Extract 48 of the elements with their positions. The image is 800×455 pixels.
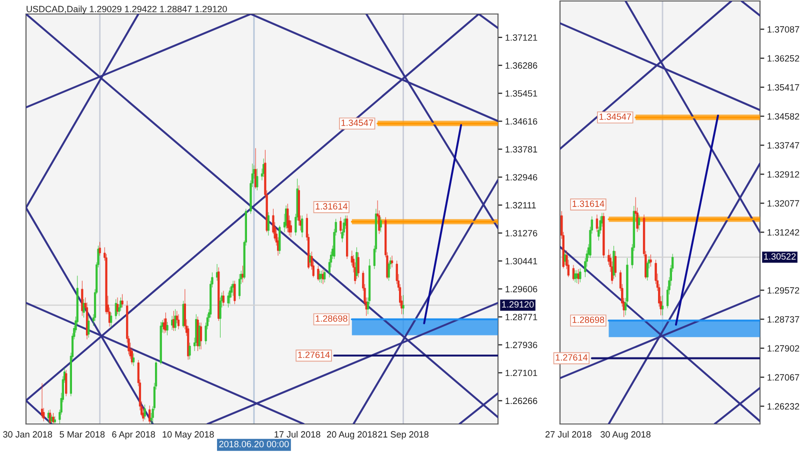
y-tick-label: 1.27101 <box>506 370 538 376</box>
data-label: 1.31614 <box>316 203 348 210</box>
y-tick-label: 1.36252 <box>768 55 800 62</box>
x-tick-label: 30 Jan 2018 <box>3 431 52 438</box>
y-tick-label: 1.26266 <box>506 398 538 404</box>
y-tick-label: 1.37121 <box>506 34 538 41</box>
y-tick-label: 1.27936 <box>506 342 538 348</box>
ref-line-label: 1.30522 <box>764 253 796 260</box>
y-tick-label: 1.35417 <box>768 84 800 91</box>
x-tick-label: 20 Aug 2018 <box>327 431 377 440</box>
x-tick-label: 21 Sep 2018 <box>378 431 428 440</box>
data-label: 1.31614 <box>572 200 604 207</box>
y-tick-label: 1.36286 <box>506 62 538 69</box>
ref-line-label: 1.29120 <box>502 301 534 308</box>
y-tick-label: 1.32077 <box>768 200 800 207</box>
x-tick-label: 27 Jul 2018 <box>546 430 592 438</box>
y-tick-label: 1.28771 <box>506 314 538 320</box>
y-tick-label: 1.34582 <box>768 113 800 120</box>
y-tick-label: 1.27067 <box>768 374 800 381</box>
y-tick-label: 1.33747 <box>768 142 800 149</box>
y-tick-label: 1.30441 <box>506 258 538 264</box>
y-tick-label: 1.31276 <box>506 230 538 236</box>
data-label: 1.34547 <box>600 113 632 120</box>
y-tick-label: 1.32912 <box>768 171 800 178</box>
data-label: 1.28698 <box>316 315 348 322</box>
y-tick-label: 1.32111 <box>506 202 536 208</box>
data-label: 1.34547 <box>341 120 373 126</box>
x-tick-label: 17 Jul 2018 <box>274 430 320 438</box>
data-label: 1.27614 <box>298 352 330 358</box>
y-tick-label: 1.37087 <box>768 26 800 33</box>
x-tick-label: 10 May 2018 <box>162 431 214 440</box>
x-tick-label: 5 Mar 2018 <box>60 431 105 438</box>
y-tick-label: 1.32946 <box>506 174 538 180</box>
y-tick-label: 1.28737 <box>768 316 800 323</box>
data-label: 1.27614 <box>556 354 588 361</box>
y-tick-label: 1.33781 <box>506 146 538 153</box>
y-tick-label: 1.29572 <box>768 287 800 294</box>
y-tick-label: 1.34616 <box>506 118 538 125</box>
x-tick-label: 6 Apr 2018 <box>112 431 156 440</box>
x-tick-label: 30 Aug 2018 <box>600 431 651 440</box>
y-tick-label: 1.29606 <box>506 286 538 292</box>
y-tick-label: 1.27902 <box>768 345 800 352</box>
ref-line-label: 2018.06.20 00:00 <box>219 440 289 448</box>
chart-title: USDCAD,Daily 1.29029 1.29422 1.28847 1.29120 <box>26 6 227 14</box>
data-label: 1.28698 <box>572 316 604 323</box>
y-tick-label: 1.26232 <box>768 403 800 410</box>
y-tick-label: 1.31242 <box>768 229 800 236</box>
y-tick-label: 1.35451 <box>506 90 538 97</box>
